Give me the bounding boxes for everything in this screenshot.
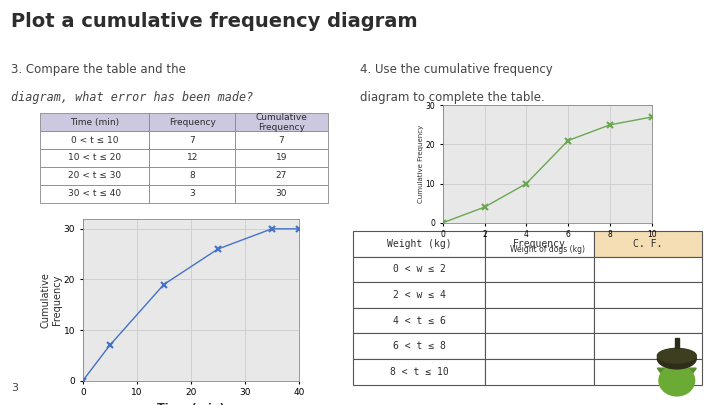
Text: Cumulative
Frequency: Cumulative Frequency xyxy=(256,113,307,132)
FancyBboxPatch shape xyxy=(149,131,235,149)
FancyBboxPatch shape xyxy=(149,167,235,185)
Text: 30 < t ≤ 40: 30 < t ≤ 40 xyxy=(68,189,121,198)
Text: 3: 3 xyxy=(11,383,18,393)
FancyBboxPatch shape xyxy=(235,149,328,167)
Text: 12: 12 xyxy=(186,153,198,162)
FancyBboxPatch shape xyxy=(594,231,702,256)
Ellipse shape xyxy=(657,348,696,369)
FancyBboxPatch shape xyxy=(235,167,328,185)
Text: 3: 3 xyxy=(189,189,195,198)
FancyBboxPatch shape xyxy=(485,359,594,385)
Text: 30: 30 xyxy=(276,189,287,198)
FancyBboxPatch shape xyxy=(594,308,702,333)
Text: diagram to complete the table.: diagram to complete the table. xyxy=(360,91,545,104)
FancyBboxPatch shape xyxy=(485,282,594,308)
Text: C. F.: C. F. xyxy=(633,239,662,249)
FancyBboxPatch shape xyxy=(40,185,149,202)
X-axis label: Time (min): Time (min) xyxy=(157,403,225,405)
FancyBboxPatch shape xyxy=(485,333,594,359)
FancyBboxPatch shape xyxy=(353,308,485,333)
FancyBboxPatch shape xyxy=(353,333,485,359)
FancyBboxPatch shape xyxy=(40,113,149,131)
FancyBboxPatch shape xyxy=(353,256,485,282)
Text: 20 < t ≤ 30: 20 < t ≤ 30 xyxy=(68,171,121,180)
FancyBboxPatch shape xyxy=(353,359,485,385)
Y-axis label: Cumulative Frequency: Cumulative Frequency xyxy=(418,125,424,203)
FancyBboxPatch shape xyxy=(40,167,149,185)
FancyBboxPatch shape xyxy=(149,113,235,131)
FancyBboxPatch shape xyxy=(149,149,235,167)
Text: Plot a cumulative frequency diagram: Plot a cumulative frequency diagram xyxy=(11,12,418,31)
Ellipse shape xyxy=(657,348,696,363)
Bar xyxy=(675,337,679,348)
Text: Frequency: Frequency xyxy=(168,118,216,127)
FancyBboxPatch shape xyxy=(485,256,594,282)
FancyBboxPatch shape xyxy=(235,185,328,202)
Text: 0 < w ≤ 2: 0 < w ≤ 2 xyxy=(392,264,446,274)
Text: 7: 7 xyxy=(279,136,284,145)
Y-axis label: Cumulative
Frequency: Cumulative Frequency xyxy=(40,272,62,328)
Text: Time (min): Time (min) xyxy=(70,118,119,127)
Text: 27: 27 xyxy=(276,171,287,180)
Text: 7: 7 xyxy=(189,136,195,145)
FancyBboxPatch shape xyxy=(485,231,594,256)
Text: Frequency: Frequency xyxy=(513,239,566,249)
FancyBboxPatch shape xyxy=(40,131,149,149)
FancyBboxPatch shape xyxy=(594,256,702,282)
Text: 4 < t ≤ 6: 4 < t ≤ 6 xyxy=(392,315,446,326)
Text: Weight (kg): Weight (kg) xyxy=(387,239,451,249)
FancyBboxPatch shape xyxy=(149,185,235,202)
Text: 3. Compare the table and the: 3. Compare the table and the xyxy=(11,63,186,76)
FancyBboxPatch shape xyxy=(235,113,328,131)
Text: 0 < t ≤ 10: 0 < t ≤ 10 xyxy=(71,136,118,145)
Polygon shape xyxy=(657,368,696,395)
Text: 19: 19 xyxy=(276,153,287,162)
FancyBboxPatch shape xyxy=(40,149,149,167)
Text: 4. Use the cumulative frequency: 4. Use the cumulative frequency xyxy=(360,63,553,76)
FancyBboxPatch shape xyxy=(594,359,702,385)
Text: diagram, what error has been made?: diagram, what error has been made? xyxy=(11,91,253,104)
Ellipse shape xyxy=(659,365,695,396)
FancyBboxPatch shape xyxy=(594,282,702,308)
X-axis label: Weight of dogs (kg): Weight of dogs (kg) xyxy=(510,245,585,254)
FancyBboxPatch shape xyxy=(353,231,485,256)
FancyBboxPatch shape xyxy=(594,333,702,359)
Text: 10 < t ≤ 20: 10 < t ≤ 20 xyxy=(68,153,121,162)
FancyBboxPatch shape xyxy=(235,131,328,149)
Text: 8 < t ≤ 10: 8 < t ≤ 10 xyxy=(390,367,449,377)
Text: 8: 8 xyxy=(189,171,195,180)
FancyBboxPatch shape xyxy=(353,282,485,308)
Text: 6 < t ≤ 8: 6 < t ≤ 8 xyxy=(392,341,446,351)
Text: 2 < w ≤ 4: 2 < w ≤ 4 xyxy=(392,290,446,300)
FancyBboxPatch shape xyxy=(485,308,594,333)
